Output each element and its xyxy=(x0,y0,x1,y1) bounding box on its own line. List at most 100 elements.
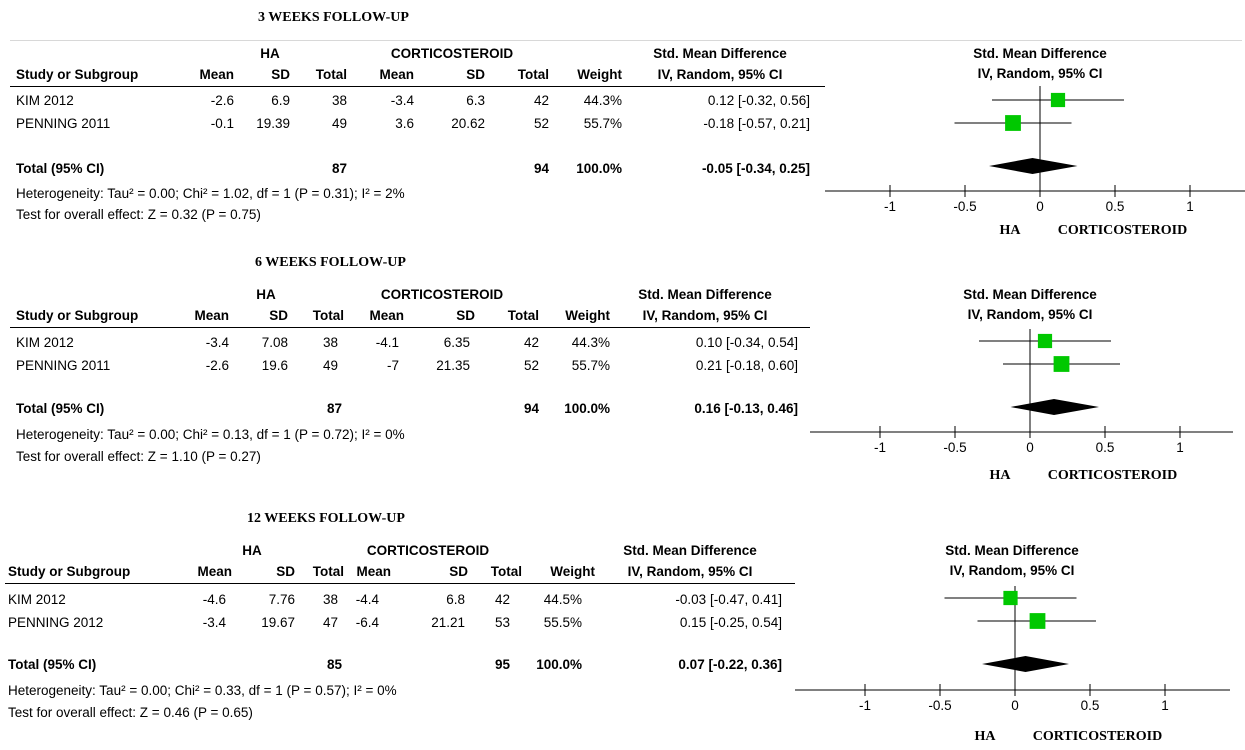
total1-value: 38 xyxy=(322,335,338,350)
panel-title: 3 WEEKS FOLLOW-UP xyxy=(258,10,409,25)
mean1-value: -0.1 xyxy=(210,116,234,131)
header-rule xyxy=(10,327,810,328)
group2-header: CORTICOSTEROID xyxy=(390,46,514,61)
total2-value: 42 xyxy=(494,592,510,607)
x-tick-label: -1 xyxy=(859,698,871,713)
total-ci: 0.16 [-0.13, 0.46] xyxy=(694,401,798,416)
sd2-value: 6.8 xyxy=(446,592,465,607)
favours-right-label: CORTICOSTEROID xyxy=(1048,468,1177,483)
total1-n: 85 xyxy=(326,657,342,672)
mean2-value: -3.4 xyxy=(390,93,414,108)
sd2-value: 21.21 xyxy=(431,615,465,630)
sd2-header: SD xyxy=(456,308,475,323)
effect-title-header: Std. Mean Difference xyxy=(653,46,787,61)
pooled-diamond xyxy=(982,656,1069,672)
study-header: Study or Subgroup xyxy=(8,564,131,579)
study-name: KIM 2012 xyxy=(16,335,74,350)
weight-header: Weight xyxy=(550,564,595,579)
x-tick-label: 1 xyxy=(1186,199,1194,214)
plot-subtitle: IV, Random, 95% CI xyxy=(967,307,1093,322)
pooled-diamond xyxy=(989,158,1078,174)
weight-value: 44.3% xyxy=(583,93,622,108)
total2-header: Total xyxy=(490,564,522,579)
plot-title: Std. Mean Difference xyxy=(963,287,1097,302)
study-name: PENNING 2011 xyxy=(16,358,111,373)
total2-header: Total xyxy=(517,67,549,82)
x-tick-label: 1 xyxy=(1161,698,1169,713)
study-name: PENNING 2012 xyxy=(8,615,104,630)
effect-square xyxy=(1005,115,1021,131)
total-label: Total (95% CI) xyxy=(16,161,105,176)
header-rule xyxy=(5,583,795,584)
forest-plot: -1 -0.5 0 0.5 1 HA CORTICOSTEROID xyxy=(795,586,1230,744)
total-label: Total (95% CI) xyxy=(8,657,97,672)
total2-value: 42 xyxy=(523,335,539,350)
total2-value: 42 xyxy=(533,93,549,108)
effect-square xyxy=(1050,92,1066,108)
sd2-value: 20.62 xyxy=(451,116,485,131)
heterogeneity-note: Heterogeneity: Tau² = 0.00; Chi² = 0.33,… xyxy=(8,683,397,698)
total1-value: 49 xyxy=(322,358,338,373)
sd1-value: 19.6 xyxy=(261,358,288,373)
effect-sub-header: IV, Random, 95% CI xyxy=(627,564,753,579)
x-tick-label: 0.5 xyxy=(1081,698,1100,713)
ci-value: 0.12 [-0.32, 0.56] xyxy=(707,93,810,108)
weight-value: 55.5% xyxy=(543,615,582,630)
total-weight: 100.0% xyxy=(564,401,610,416)
mean1-value: -2.6 xyxy=(205,358,229,373)
study-name: KIM 2012 xyxy=(8,592,66,607)
mean2-value: 3.6 xyxy=(395,116,414,131)
weight-value: 44.5% xyxy=(543,592,582,607)
favours-left-label: HA xyxy=(990,468,1012,483)
study-name: KIM 2012 xyxy=(16,93,74,108)
panel-title: 6 WEEKS FOLLOW-UP xyxy=(255,255,406,270)
total2-value: 52 xyxy=(523,358,539,373)
effect-square xyxy=(1037,333,1053,349)
sd2-value: 6.3 xyxy=(466,93,485,108)
sd1-header: SD xyxy=(271,67,290,82)
x-tick-label: 0.5 xyxy=(1096,440,1115,455)
effect-sub-header: IV, Random, 95% CI xyxy=(642,308,768,323)
mean1-value: -3.4 xyxy=(205,335,229,350)
mean2-value: -7 xyxy=(386,358,399,373)
group1-header: HA xyxy=(260,46,280,61)
total1-value: 38 xyxy=(322,592,338,607)
mean1-value: -2.6 xyxy=(210,93,234,108)
ci-value: -0.18 [-0.57, 0.21] xyxy=(703,116,810,131)
group2-header: CORTICOSTEROID xyxy=(380,287,504,302)
total1-n: 87 xyxy=(326,401,342,416)
ci-value: 0.10 [-0.34, 0.54] xyxy=(695,335,798,350)
mean2-value: -4.4 xyxy=(355,592,379,607)
mean2-header: Mean xyxy=(356,564,391,579)
total-ci: 0.07 [-0.22, 0.36] xyxy=(678,657,782,672)
total2-n: 94 xyxy=(523,401,539,416)
total1-header: Total xyxy=(312,308,344,323)
plot-title: Std. Mean Difference xyxy=(973,46,1107,61)
sd2-header: SD xyxy=(449,564,468,579)
effect-square xyxy=(1029,613,1046,629)
forest-panel-12-weeks: 12 WEEKS FOLLOW-UP HA CORTICOSTEROID Std… xyxy=(0,500,1245,750)
total1-value: 38 xyxy=(331,93,347,108)
group2-header: CORTICOSTEROID xyxy=(366,543,490,558)
sd1-value: 7.08 xyxy=(261,335,288,350)
mean1-value: -4.6 xyxy=(202,592,226,607)
pooled-diamond xyxy=(1010,399,1099,415)
overall-effect-note: Test for overall effect: Z = 1.10 (P = 0… xyxy=(16,449,261,464)
x-tick-label: 0 xyxy=(1011,698,1019,713)
x-tick-label: -1 xyxy=(874,440,886,455)
favours-left-label: HA xyxy=(975,729,997,744)
weight-value: 55.7% xyxy=(583,116,622,131)
sd2-header: SD xyxy=(466,67,485,82)
total-weight: 100.0% xyxy=(536,657,582,672)
x-tick-label: -0.5 xyxy=(943,440,966,455)
sd2-value: 6.35 xyxy=(443,335,470,350)
mean1-value: -3.4 xyxy=(202,615,226,630)
header-rule xyxy=(10,86,825,87)
total-weight: 100.0% xyxy=(576,161,622,176)
effect-title-header: Std. Mean Difference xyxy=(638,287,772,302)
total-label: Total (95% CI) xyxy=(16,401,105,416)
sd2-value: 21.35 xyxy=(436,358,470,373)
heterogeneity-note: Heterogeneity: Tau² = 0.00; Chi² = 1.02,… xyxy=(16,186,405,201)
total1-n: 87 xyxy=(331,161,347,176)
forest-panel-3-weeks: 3 WEEKS FOLLOW-UP HA CORTICOSTEROID Std.… xyxy=(0,0,1245,250)
